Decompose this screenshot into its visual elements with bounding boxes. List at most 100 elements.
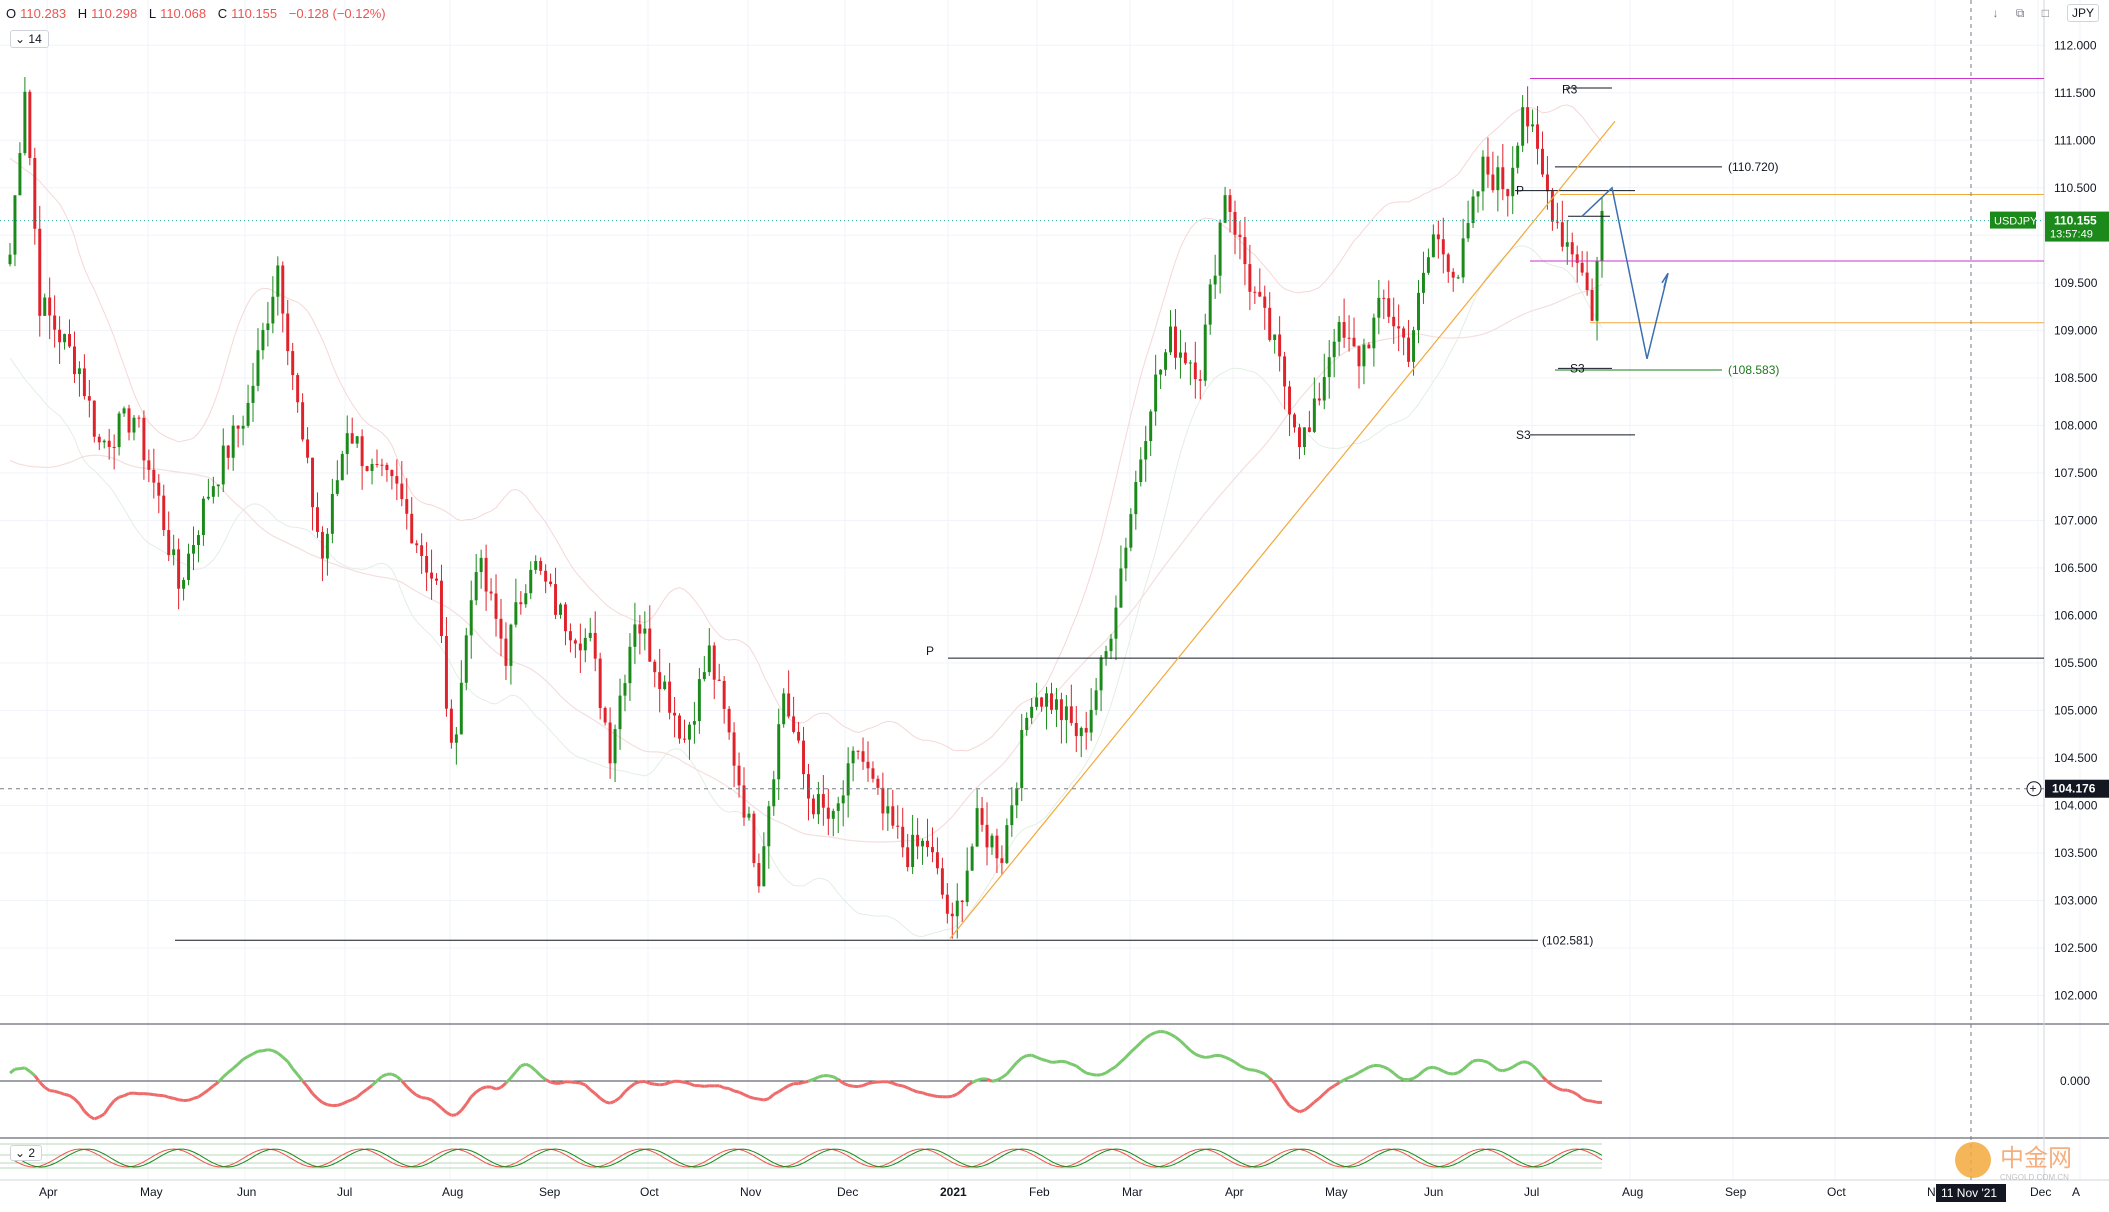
candle-body (490, 592, 493, 594)
indicator-collapse-chip[interactable]: ⌄ 14 (10, 30, 49, 48)
candle-body (1442, 239, 1445, 254)
oscillator-segment (1210, 1055, 1215, 1056)
candle-body (673, 713, 676, 716)
pivot-label-b: P (1516, 184, 1524, 198)
maximize-icon[interactable]: □ (2042, 6, 2049, 20)
candle-body (544, 571, 547, 582)
candle-body (455, 734, 458, 742)
candle-body (1273, 335, 1276, 340)
candle-body (876, 779, 879, 788)
candle-body (852, 751, 855, 764)
candle-body (1139, 459, 1142, 482)
oscillator-segment (665, 1083, 670, 1085)
candle-body (1432, 234, 1435, 257)
oscillator-segment (1592, 1101, 1597, 1102)
candle-body (1095, 690, 1098, 710)
oscillator-segment (417, 1095, 422, 1097)
candle-body (1382, 298, 1385, 299)
candle-body (256, 350, 259, 386)
candle-body (733, 732, 736, 765)
oscillator-segment (1056, 1061, 1061, 1062)
candle-body (767, 806, 770, 846)
candle-body (1308, 427, 1311, 432)
candle-body (405, 499, 408, 514)
oscillator-segment (1091, 1074, 1096, 1075)
candle-body (1030, 707, 1033, 718)
price-tick-label: 103.500 (2054, 846, 2098, 860)
candle-body (747, 814, 750, 818)
candle-body (1516, 146, 1519, 168)
candle-body (237, 426, 240, 429)
candle-body (172, 549, 175, 555)
oscillator-segment (327, 1105, 332, 1106)
oscillator-segment (972, 1080, 977, 1082)
indicator2-collapse-chip[interactable]: ⌄ 2 (10, 1145, 42, 1161)
restore-icon[interactable]: ⧉ (2016, 6, 2025, 20)
oscillator-segment (952, 1094, 957, 1096)
candle-body (837, 803, 840, 811)
candle-body (1065, 706, 1068, 720)
candle-body (792, 716, 795, 731)
price-tick-label: 102.500 (2054, 941, 2098, 955)
candle-body (336, 480, 339, 494)
oscillator-segment (1453, 1073, 1458, 1074)
oscillator-segment (1255, 1070, 1260, 1072)
oscillator-segment (893, 1083, 898, 1085)
candle-body (415, 543, 418, 545)
candle-body (1472, 196, 1475, 223)
candle-body (23, 92, 26, 153)
oscillator-segment (759, 1099, 764, 1100)
time-axis-label: 2021 (940, 1185, 967, 1199)
candle-body (1333, 342, 1336, 358)
time-axis-label: Sep (539, 1185, 561, 1199)
candle-body (1199, 379, 1202, 381)
time-axis-label: Jun (1424, 1185, 1443, 1199)
oscillator-segment (1066, 1062, 1071, 1064)
candle-body (539, 561, 542, 571)
candle-body (1179, 352, 1182, 357)
candle-body (460, 683, 463, 735)
oscillator-segment (491, 1087, 496, 1089)
candle-body (906, 847, 909, 867)
arrow-down-icon[interactable]: ↓ (1992, 6, 1998, 20)
candle-body (1561, 222, 1564, 246)
oscillator-segment (263, 1050, 268, 1051)
candle-body (276, 265, 279, 296)
candle-body (554, 584, 557, 615)
candle-body (98, 437, 101, 443)
candle-body (152, 470, 155, 483)
candle-body (743, 785, 746, 817)
candle-body (366, 466, 369, 471)
oscillator-segment (1508, 1067, 1513, 1069)
candle-body (926, 841, 929, 847)
candle-body (351, 433, 354, 443)
oscillator-segment (1478, 1060, 1483, 1061)
candle-body (623, 683, 626, 695)
candle-body (1209, 284, 1212, 324)
oscillator-segment (1299, 1110, 1304, 1112)
candle-body (147, 460, 150, 469)
candle-body (862, 751, 865, 762)
oscillator-segment (918, 1092, 923, 1093)
oscillator-segment (719, 1086, 724, 1088)
currency-button[interactable]: JPY (2067, 4, 2099, 22)
oscillator-segment (843, 1083, 848, 1085)
oscillator-segment (422, 1098, 427, 1099)
candle-body (182, 580, 185, 589)
candle-body (123, 408, 126, 413)
oscillator-segment (1061, 1061, 1066, 1062)
oscillator-zero-label: 0.000 (2060, 1074, 2090, 1088)
price-tick-label: 109.000 (2054, 323, 2098, 337)
candle-body (1234, 212, 1237, 235)
s3-label-b: S3 (1570, 361, 1585, 375)
candle-body (1159, 370, 1162, 375)
candle-body (1214, 276, 1217, 285)
oscillator-segment (754, 1098, 759, 1099)
candle-body (713, 645, 716, 679)
oscillator-segment (1349, 1076, 1354, 1078)
candle-body (296, 375, 299, 402)
